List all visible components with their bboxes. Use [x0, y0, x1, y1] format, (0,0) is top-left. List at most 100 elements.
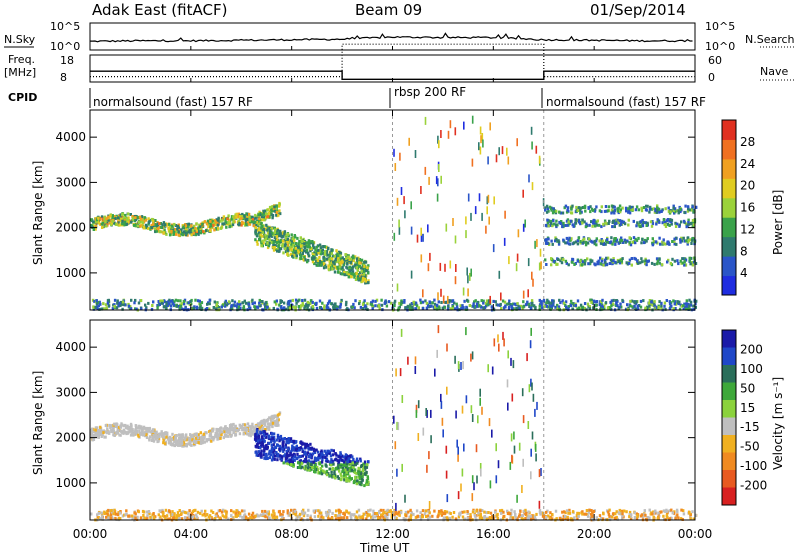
power-data-cell: [555, 238, 557, 241]
velocity-data-cell: [320, 450, 322, 453]
power-data-sparse-cell: [504, 211, 506, 219]
power-data-cell: [651, 262, 653, 265]
power-data-cell: [317, 264, 319, 267]
power-data-cell: [159, 230, 161, 233]
power-data-cell: [263, 218, 265, 221]
velocity-data-cell: [662, 515, 664, 518]
velocity-data-cell: [329, 474, 331, 477]
power-data-cell: [585, 243, 587, 246]
velocity-data-cell: [326, 473, 328, 476]
power-data-sparse-cell: [506, 148, 508, 156]
velocity-data-cell: [300, 446, 302, 449]
power-data-sparse-cell: [468, 194, 470, 202]
velocity-data-cell: [345, 453, 347, 456]
power-data-cell: [296, 254, 298, 257]
power-data-sparse-cell: [472, 159, 474, 167]
power-data-cell: [590, 301, 592, 304]
power-data-cell: [555, 220, 557, 223]
power-data-cell: [305, 304, 307, 307]
power-data-cell: [192, 229, 194, 232]
power-data-cell: [307, 241, 309, 244]
power-data-cell: [636, 221, 638, 224]
power-data-cell: [225, 226, 227, 229]
power-data-cell: [358, 302, 360, 305]
power-data-cell: [555, 224, 557, 227]
power-data-cell: [604, 221, 606, 224]
power-data-cell: [386, 305, 388, 308]
power-data-sparse-cell: [425, 117, 427, 125]
velocity-data-cell: [351, 469, 353, 472]
power-data-cell: [294, 306, 296, 309]
power-data-cell: [318, 256, 320, 259]
power-data-sparse-cell: [489, 122, 491, 130]
power-data-cell: [214, 301, 216, 304]
power-data-cell: [205, 229, 207, 232]
velocity-data-cell: [225, 513, 227, 516]
power-data-cell: [126, 223, 128, 226]
power-data-cell: [566, 237, 568, 240]
power-data-cell: [138, 302, 140, 305]
power-data-cell: [608, 220, 610, 223]
power-data-cell: [625, 207, 627, 210]
power-data-cell: [594, 240, 596, 243]
power-data-cell: [302, 252, 304, 255]
power-data-cell: [666, 219, 668, 222]
power-data-sparse-cell: [502, 146, 504, 154]
power-data-cell: [363, 265, 365, 268]
power-data-cell: [291, 233, 293, 236]
power-data-cell: [300, 245, 302, 248]
power-data-cell: [276, 211, 278, 214]
velocity-data-cell: [342, 469, 344, 472]
velocity-data-cell: [332, 463, 334, 466]
power-data-cell: [255, 217, 257, 220]
power-data-cell: [592, 221, 594, 224]
power-data-sparse-cell: [528, 258, 530, 266]
velocity-data-cell: [276, 439, 278, 442]
power-data-cell: [128, 305, 130, 308]
velocity-data-cell: [197, 511, 199, 514]
power-data-sparse-cell: [467, 275, 469, 283]
power-data-cell: [482, 306, 484, 309]
power-data-cell: [241, 221, 243, 224]
velocity-data-cell: [197, 441, 199, 444]
power-data-cell: [165, 302, 167, 305]
power-data-cell: [94, 306, 96, 309]
power-data-cell: [291, 237, 293, 240]
power-data-sparse-cell: [523, 291, 525, 299]
power-data-cell: [433, 299, 435, 302]
velocity-data-cell: [433, 510, 435, 513]
power-data-cell: [587, 262, 589, 265]
velocity-data-cell: [209, 432, 211, 435]
power-data-cell: [546, 305, 548, 308]
velocity-data-cell: [280, 435, 282, 438]
power-data-sparse-cell: [417, 235, 419, 243]
power-data-cell: [259, 299, 261, 302]
velocity-data-cell: [288, 448, 290, 451]
power-data-cell: [661, 210, 663, 213]
power-data-cell: [336, 253, 338, 256]
power-data-cell: [133, 301, 135, 304]
power-data-cell: [636, 239, 638, 242]
power-data-cell: [579, 260, 581, 263]
cpid-segment-3: normalsound (fast) 157 RF: [546, 95, 706, 109]
velocity-data-cell: [165, 509, 167, 512]
power-data-cell: [679, 208, 681, 211]
power-data-layer: [90, 110, 697, 312]
power-data-cell: [209, 229, 211, 232]
power-data-cell: [312, 305, 314, 308]
power-data-cell: [568, 242, 570, 245]
power-data-cell: [297, 249, 299, 252]
velocity-data-cell: [261, 437, 263, 440]
velocity-data-cell: [677, 516, 679, 519]
power-data-cell: [594, 225, 596, 228]
power-data-cell: [345, 266, 347, 269]
power-data-cell: [276, 235, 278, 238]
velocity-data-cell: [297, 461, 299, 464]
velocity-data-cell: [115, 513, 117, 516]
power-data-cell: [613, 212, 615, 215]
power-data-cell: [615, 222, 617, 225]
power-data-cell: [140, 218, 142, 221]
power-data-cell: [356, 272, 358, 275]
power-data-cell: [508, 300, 510, 303]
power-data-cell: [358, 261, 360, 264]
